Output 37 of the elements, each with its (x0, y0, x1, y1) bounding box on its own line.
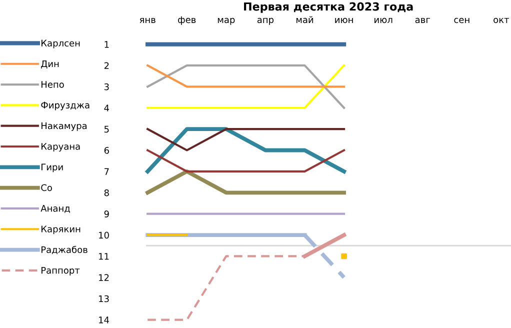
y-tick-label: 7 (104, 168, 109, 175)
y-tick-label: 4 (104, 104, 110, 112)
y-tick-label: 6 (104, 146, 109, 154)
x-tick-label: апр (257, 18, 274, 25)
legend-label: Дин (41, 60, 59, 68)
x-tick-label: июл (374, 18, 392, 24)
y-tick-label: 14 (99, 316, 110, 324)
legend-label: Гири (42, 164, 63, 172)
y-tick-label: 13 (99, 295, 109, 302)
legend-label: Раппорт (42, 266, 80, 276)
legend-label: Ананд (40, 205, 70, 213)
x-tick-label: фев (178, 16, 196, 25)
legend-label: Карлсен (42, 40, 80, 48)
y-tick-label: 5 (104, 126, 109, 133)
chart-title: Первая десятка 2023 года (244, 2, 413, 13)
y-tick-label: 2 (104, 62, 109, 69)
legend-label: Раджабов (42, 246, 88, 254)
x-tick-label: май (296, 16, 314, 24)
y-tick-label: 12 (99, 274, 109, 281)
y-tick-label: 11 (99, 253, 109, 260)
x-tick-label: мар (218, 18, 235, 25)
y-tick-label: 10 (99, 232, 109, 239)
x-tick-label: авг (415, 18, 430, 24)
x-tick-label: окт (494, 18, 510, 24)
legend-label: Фирузджа (41, 102, 90, 110)
legend-label: Накамура (42, 122, 87, 131)
x-tick-label: июн (335, 18, 353, 24)
x-tick-label: янв (140, 18, 156, 23)
y-tick-label: 1 (104, 41, 109, 48)
legend-label: Каруана (42, 143, 80, 152)
x-tick-label: сен (454, 18, 470, 24)
legend-label: Карякин (42, 226, 80, 234)
y-tick-label: 3 (104, 83, 109, 90)
legend-label: Со (41, 184, 52, 192)
y-tick-label: 8 (104, 189, 109, 196)
y-tick-label: 9 (104, 210, 109, 218)
legend-label: Непо (42, 81, 64, 88)
